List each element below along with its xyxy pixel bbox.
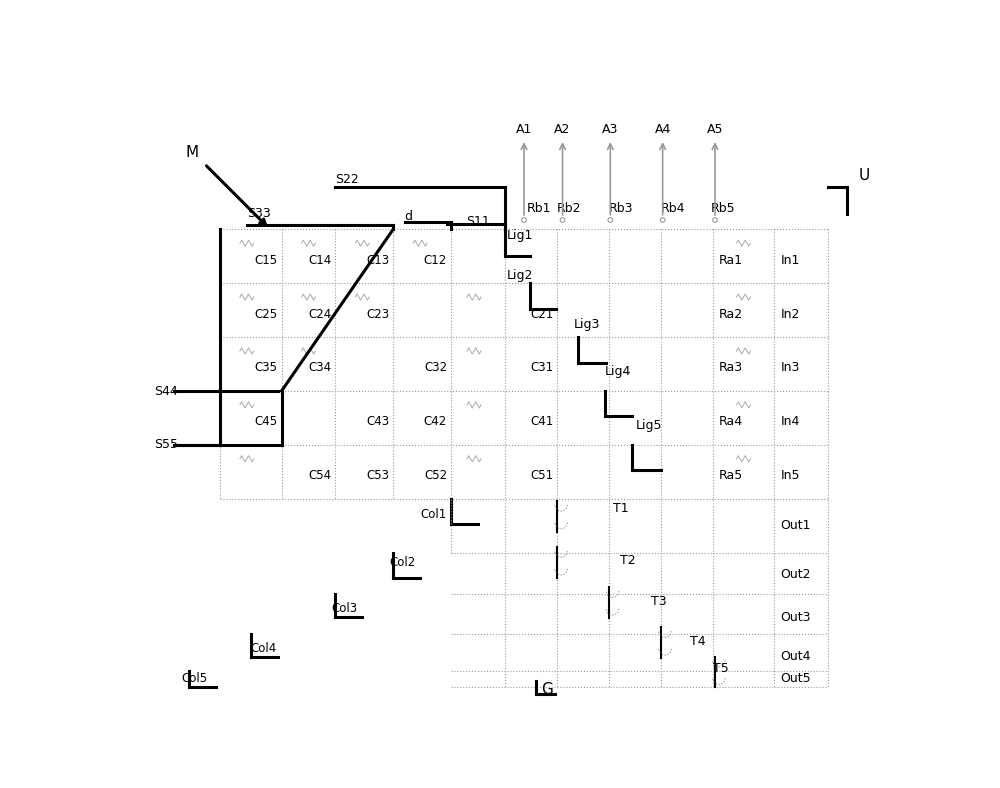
Text: Rb4: Rb4 xyxy=(661,202,686,215)
Text: A5: A5 xyxy=(707,123,723,136)
Text: C15: C15 xyxy=(255,254,278,266)
Text: Ra3: Ra3 xyxy=(719,362,743,374)
Text: T3: T3 xyxy=(651,595,667,608)
Text: A2: A2 xyxy=(554,123,571,136)
Text: C34: C34 xyxy=(308,362,332,374)
Text: In3: In3 xyxy=(780,362,800,374)
Text: Rb2: Rb2 xyxy=(557,202,582,215)
Text: C53: C53 xyxy=(366,469,389,482)
Text: S55: S55 xyxy=(154,438,178,452)
Text: Rb1: Rb1 xyxy=(526,202,551,215)
Text: A1: A1 xyxy=(516,123,532,136)
Text: C52: C52 xyxy=(424,469,447,482)
Text: T2: T2 xyxy=(620,554,636,567)
Text: C13: C13 xyxy=(366,254,389,266)
Text: Out1: Out1 xyxy=(780,519,811,532)
Text: C54: C54 xyxy=(308,469,332,482)
Text: Rb5: Rb5 xyxy=(711,202,736,215)
Text: Ra1: Ra1 xyxy=(719,254,743,266)
Text: Col3: Col3 xyxy=(332,602,358,615)
Text: S44: S44 xyxy=(154,385,178,397)
Text: Col2: Col2 xyxy=(389,556,416,569)
Text: A4: A4 xyxy=(654,123,671,136)
Text: C41: C41 xyxy=(530,415,553,429)
Text: C45: C45 xyxy=(255,415,278,429)
Text: C42: C42 xyxy=(424,415,447,429)
Text: T1: T1 xyxy=(613,502,628,515)
Text: Ra2: Ra2 xyxy=(719,307,743,321)
Text: C12: C12 xyxy=(424,254,447,266)
Text: Col1: Col1 xyxy=(421,507,447,521)
Text: d: d xyxy=(405,210,413,223)
Text: In2: In2 xyxy=(780,307,800,321)
Text: C25: C25 xyxy=(255,307,278,321)
Text: G: G xyxy=(541,682,553,697)
Text: C21: C21 xyxy=(530,307,553,321)
Text: Ra4: Ra4 xyxy=(719,415,743,429)
Text: S33: S33 xyxy=(247,207,271,221)
Text: C31: C31 xyxy=(530,362,553,374)
Text: Rb3: Rb3 xyxy=(609,202,633,215)
Text: Lig2: Lig2 xyxy=(507,269,533,282)
Text: C51: C51 xyxy=(530,469,553,482)
Text: Col5: Col5 xyxy=(181,671,208,685)
Text: Ra5: Ra5 xyxy=(719,469,743,482)
Text: S11: S11 xyxy=(466,215,490,228)
Text: In5: In5 xyxy=(780,469,800,482)
Text: M: M xyxy=(185,145,198,160)
Text: Lig5: Lig5 xyxy=(636,419,662,432)
Text: C14: C14 xyxy=(308,254,332,266)
Text: C35: C35 xyxy=(255,362,278,374)
Text: In1: In1 xyxy=(780,254,800,266)
Text: C32: C32 xyxy=(424,362,447,374)
Text: C43: C43 xyxy=(366,415,389,429)
Text: Lig3: Lig3 xyxy=(574,318,600,330)
Text: Lig1: Lig1 xyxy=(507,229,533,242)
Text: C24: C24 xyxy=(308,307,332,321)
Text: S22: S22 xyxy=(335,173,359,186)
Text: Out5: Out5 xyxy=(780,671,811,685)
Text: Out3: Out3 xyxy=(780,611,811,624)
Text: In4: In4 xyxy=(780,415,800,429)
Text: Out2: Out2 xyxy=(780,568,811,581)
Text: C23: C23 xyxy=(366,307,389,321)
Text: Col4: Col4 xyxy=(251,642,277,656)
Text: Out4: Out4 xyxy=(780,650,811,663)
Text: U: U xyxy=(859,168,870,183)
Text: T5: T5 xyxy=(713,662,728,675)
Text: T4: T4 xyxy=(690,635,705,648)
Text: Lig4: Lig4 xyxy=(605,366,631,378)
Text: A3: A3 xyxy=(602,123,618,136)
